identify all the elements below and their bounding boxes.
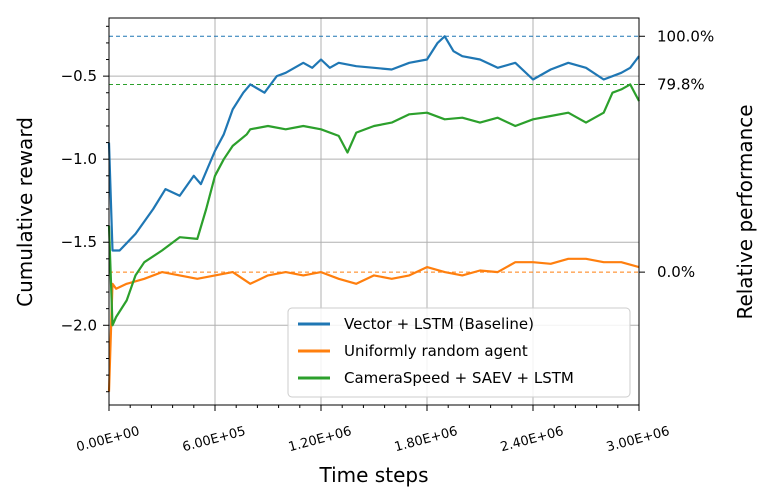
x-tick-label: 1.20E+06 <box>287 424 353 455</box>
x-tick-label: 1.80E+06 <box>393 424 459 455</box>
legend-label-random: Uniformly random agent <box>344 342 528 360</box>
y2-axis-label: Relative performance <box>733 104 757 319</box>
y2-tick-label: 100.0% <box>657 27 714 45</box>
legend-box <box>287 307 631 398</box>
series-line-1 <box>107 257 640 392</box>
plot-frame <box>108 17 640 406</box>
y-axis-ticks: −2.0 −1.5 −1.0 −0.5 <box>61 25 109 393</box>
y-tick-label: −1.5 <box>61 233 97 251</box>
y2-tick-label: 0.0% <box>657 263 695 281</box>
legend-label-baseline: Vector + LSTM (Baseline) <box>344 315 534 333</box>
y2-tick-label: 79.8% <box>657 75 705 93</box>
x-tick-label: 6.00E+05 <box>181 424 247 455</box>
reference-lines <box>109 35 639 273</box>
y-tick-label: −0.5 <box>61 67 97 85</box>
series-line-2 <box>107 83 640 327</box>
y-axis-label: Cumulative reward <box>13 117 37 307</box>
legend: Vector + LSTM (Baseline) Uniformly rando… <box>287 307 631 398</box>
legend-label-cameraspeed: CameraSpeed + SAEV + LSTM <box>344 369 574 387</box>
y-tick-label: −1.0 <box>61 150 97 168</box>
series-lines <box>107 35 640 392</box>
x-tick-label: 3.00E+06 <box>605 424 671 455</box>
x-tick-label: 0.00E+00 <box>75 424 141 455</box>
x-tick-label: 2.40E+06 <box>499 424 565 455</box>
y-tick-label: −2.0 <box>61 316 97 334</box>
x-axis-ticks: 0.00E+00 6.00E+05 1.20E+06 1.80E+06 2.40E+06… <box>75 405 671 455</box>
series-line-0 <box>107 35 640 252</box>
y2-axis-ticks: 100.0% 79.8% 0.0% <box>639 27 714 281</box>
x-axis-label: Time steps <box>319 463 429 487</box>
